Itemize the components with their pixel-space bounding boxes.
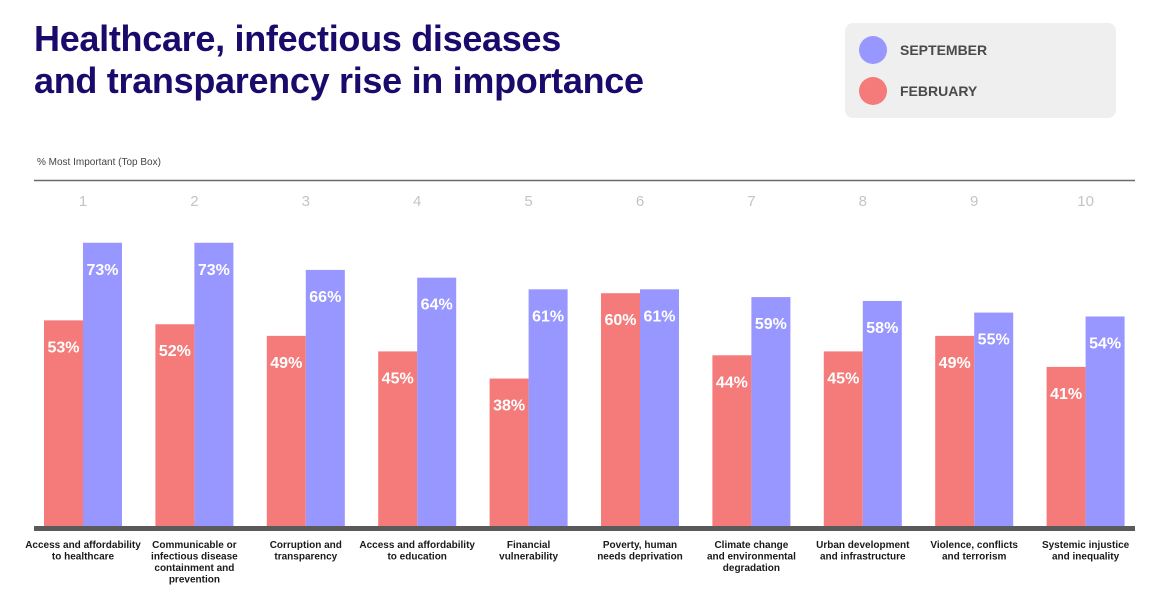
value-label-february: 52%: [159, 343, 191, 360]
bar-february: [823, 351, 863, 526]
value-label-september: 61%: [532, 308, 564, 325]
bar-february: [44, 320, 83, 526]
category-label: Communicable or infectious disease contain…: [151, 540, 238, 586]
rank-label: 7: [747, 193, 755, 210]
value-label-february: 45%: [382, 370, 414, 387]
legend-swatch-september: [859, 36, 887, 64]
category-label-line: Corruption and: [270, 540, 342, 551]
bar-september: [1085, 316, 1125, 526]
category-label: Access and affordability to education: [359, 540, 475, 563]
bar-september: [528, 289, 568, 526]
category-label-line: transparency: [274, 552, 337, 563]
category-label-line: needs deprivation: [597, 552, 683, 563]
bar-september: [640, 289, 679, 526]
category-label-line: Urban development: [816, 540, 910, 551]
category-label: Climate change and environmental degradati…: [707, 540, 796, 574]
category-label: Poverty, human needs deprivation: [597, 540, 683, 563]
value-label-february: 44%: [716, 374, 748, 391]
chart-title-line-2: and transparency rise in importance: [34, 60, 644, 101]
bar-september: [862, 300, 902, 526]
bar-february: [266, 335, 306, 526]
category-label-line: to healthcare: [52, 552, 115, 563]
category-label-line: and inequality: [1052, 552, 1120, 563]
legend-item-september: SEPTEMBER: [859, 36, 987, 64]
rank-label: 2: [190, 193, 198, 210]
bar-february: [155, 324, 195, 526]
category-label-line: Violence, conflicts: [930, 540, 1018, 551]
bar-september: [305, 269, 345, 526]
category-label: Access and affordability to healthcare: [25, 540, 141, 563]
value-label-september: 73%: [86, 262, 118, 279]
value-label-february: 60%: [604, 312, 636, 329]
category-label-line: and terrorism: [942, 552, 1007, 563]
bar-february: [935, 335, 975, 526]
value-label-september: 58%: [866, 320, 898, 337]
bar-september: [751, 297, 791, 526]
value-label-september: 66%: [309, 289, 341, 306]
value-label-september: 55%: [978, 332, 1010, 349]
bar-september: [194, 242, 234, 526]
category-label: Urban development and infrastructure: [816, 540, 910, 563]
category-label-line: Financial: [507, 540, 551, 551]
chart-title: Healthcare, infectious diseases and tran…: [34, 18, 644, 102]
bar-february: [601, 293, 640, 526]
category-label-line: to education: [387, 552, 446, 563]
legend: SEPTEMBER FEBRUARY: [845, 23, 1116, 118]
rank-label: 3: [302, 193, 310, 210]
value-label-february: 49%: [939, 355, 971, 372]
value-label-september: 73%: [198, 262, 230, 279]
category-label: Violence, conflicts and terrorism: [930, 540, 1018, 563]
value-label-february: 45%: [827, 370, 859, 387]
category-label: Corruption and transparency: [270, 540, 342, 563]
rank-label: 1: [79, 193, 87, 210]
chart-title-line-1: Healthcare, infectious diseases: [34, 18, 561, 59]
bar-february: [489, 378, 529, 526]
rank-label: 9: [970, 193, 978, 210]
legend-label-february: FEBRUARY: [900, 83, 978, 99]
category-label-line: prevention: [169, 575, 220, 586]
value-label-september: 64%: [421, 297, 453, 314]
value-label-september: 61%: [643, 308, 675, 325]
category-label-line: vulnerability: [499, 552, 558, 563]
legend-label-september: SEPTEMBER: [900, 42, 988, 58]
rank-label: 6: [636, 193, 644, 210]
category-label-line: Climate change: [714, 540, 788, 551]
bar-september: [83, 242, 122, 526]
value-label-february: 49%: [270, 355, 302, 372]
bar-september: [417, 277, 457, 526]
category-label-line: infectious disease: [151, 552, 238, 563]
category-label-line: and infrastructure: [820, 552, 906, 563]
value-label-february: 41%: [1050, 386, 1082, 403]
measure-label: % Most Important (Top Box): [37, 157, 161, 168]
legend-swatch-february: [859, 77, 887, 105]
category-label-line: Communicable or: [152, 540, 237, 551]
rank-label: 8: [859, 193, 867, 210]
rank-label: 5: [524, 193, 532, 210]
category-label: Systemic injustice and inequality: [1042, 540, 1130, 563]
value-label-september: 54%: [1089, 335, 1121, 352]
bar-february: [712, 355, 752, 526]
category-label-line: Access and affordability: [25, 540, 141, 551]
legend-item-february: FEBRUARY: [859, 77, 977, 105]
category-label: Financial vulnerability: [499, 540, 558, 563]
category-label-line: degradation: [723, 563, 780, 574]
value-label-february: 53%: [47, 339, 79, 356]
value-label-september: 59%: [755, 316, 787, 333]
category-label-line: and environmental: [707, 552, 796, 563]
category-label-line: containment and: [154, 563, 234, 574]
rank-label: 4: [413, 193, 421, 210]
category-label-line: Systemic injustice: [1042, 540, 1130, 551]
bar-february: [1046, 366, 1086, 526]
x-axis-baseline: [34, 526, 1135, 531]
category-label-line: Access and affordability: [359, 540, 475, 551]
rank-label: 10: [1077, 193, 1094, 210]
value-label-february: 38%: [493, 398, 525, 415]
category-label-line: Poverty, human: [603, 540, 677, 551]
bar-september: [974, 312, 1014, 526]
bar-february: [378, 351, 418, 526]
